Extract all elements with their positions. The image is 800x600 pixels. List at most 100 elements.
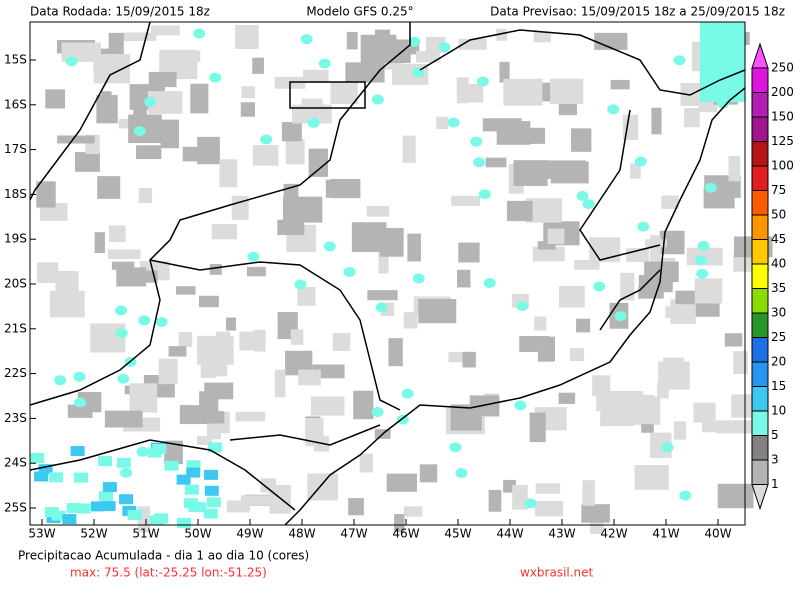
precip-cell [49,472,64,483]
precip-cell [133,126,146,137]
colorbar-label: 15 [771,379,786,393]
precip-cell [717,483,754,509]
precip-cell [458,242,480,263]
precip-cell [496,28,507,41]
precip-cell [158,358,178,385]
precip-cell [101,91,112,116]
precip-cell [297,287,316,306]
precip-cell [240,102,255,117]
precip-cell [610,79,630,90]
colorbar-label: 50 [771,208,786,222]
colorbar-swatch [751,165,769,191]
colorbar-label: 250 [771,61,794,75]
precip-cell [37,262,59,284]
precip-cell [285,139,305,165]
precip-cell [516,301,529,312]
precip-cell [698,99,718,113]
precip-cell [388,338,403,367]
precip-cell [30,453,45,464]
precip-cell [412,273,425,284]
precip-cell [571,128,592,152]
precip-cell [661,195,679,209]
precip-cell [206,423,221,440]
precip-cell [240,495,274,506]
precip-cell [98,456,113,467]
precip-cell [138,187,153,204]
precip-cell [407,233,421,262]
precip-cell [235,411,266,422]
precip-cell [449,442,462,453]
precip-cell [403,506,423,517]
precip-cell [241,86,256,99]
precip-cell [209,264,222,275]
precip-cell [594,32,628,50]
colorbar-label: 3 [771,453,779,467]
precip-cell [415,51,440,63]
precip-cell [657,382,669,399]
precip-cell [693,402,716,423]
precip-cell [673,55,686,66]
precip-cell [274,369,286,398]
precip-cell [136,446,149,457]
precip-cell [164,440,183,465]
precip-cell [239,331,266,351]
precip-cell [359,453,373,473]
precip-cell [186,460,201,471]
precip-cell [697,240,710,251]
precip-cell [733,351,748,375]
precip-cell [211,224,237,240]
precip-cell [102,482,117,493]
precip-cell [57,135,95,144]
precip-cell [630,163,641,179]
precip-cell [247,251,260,262]
precip-cell [204,469,219,480]
precip-cell [133,397,154,406]
precip-cell [210,346,228,377]
colorbar-swatch [751,92,769,118]
precip-cell [401,388,414,399]
precip-cell [149,515,164,526]
precip-cell [192,502,207,513]
product-title: Precipitacao Acumulada - dia 1 ao dia 10… [18,549,309,563]
precip-cell [519,336,550,352]
precip-cell [104,410,143,428]
precip-cell [700,22,745,102]
colorbar-swatch [751,190,769,216]
site-name: wxbrasil.net [520,566,594,580]
precip-cell [367,290,398,301]
precip-cell [116,267,147,287]
precip-cell [38,464,53,475]
precip-cell [684,108,700,128]
precip-cell [658,361,690,390]
precip-cell [371,406,384,417]
precip-cell [620,272,635,301]
colorbar-swatch [751,263,769,289]
precip-cell [269,485,291,514]
lon-label: 50W [184,527,211,541]
lat-label: 18S [4,187,27,201]
precip-cell [366,205,390,217]
precip-cell [343,266,356,277]
precip-cell [62,514,77,525]
precip-cell [119,494,134,505]
precip-cell [605,391,643,421]
precip-cell [247,266,266,277]
precip-cell [546,160,586,179]
precip-cell [650,235,661,262]
precip-cell [651,107,662,135]
precip-cell [351,222,387,252]
precip-cell [116,457,131,468]
colorbar-swatch [751,459,769,485]
precip-cell [36,181,56,208]
colorbar-label: 20 [771,355,786,369]
precip-cell [724,333,743,347]
precip-cell [704,182,717,193]
precip-cell [260,134,273,145]
precip-cell [235,25,259,49]
precip-cell [701,422,725,433]
precip-cell [458,38,487,50]
precip-cell [176,286,196,295]
lat-label: 24S [4,456,27,470]
precip-cell [534,501,564,517]
precip-cell [182,146,206,162]
